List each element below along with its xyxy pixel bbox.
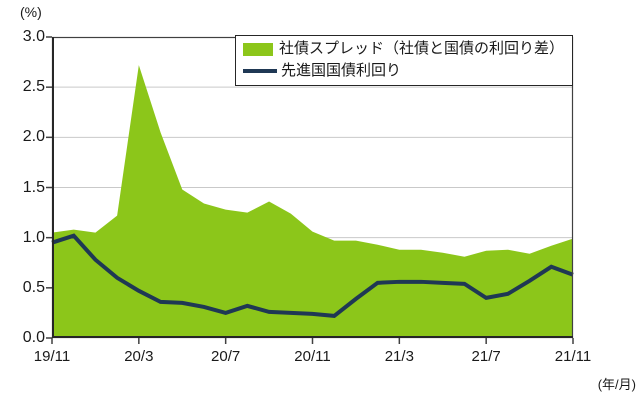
x-tick-label: 21/3: [384, 348, 414, 365]
plot-area: [46, 36, 574, 344]
x-tick-label: 21/11: [554, 348, 592, 365]
y-tick-label: 0.5: [22, 278, 45, 296]
y-tick-label: 3.0: [22, 28, 45, 45]
x-tick-label: 20/11: [294, 348, 331, 365]
line-series-yield: [51, 233, 574, 318]
legend-area-label: 社債スプレッド（社債と国債の利回り差）: [278, 40, 564, 57]
y-tick-label: 2.5: [22, 78, 45, 96]
legend-item-area: 社債スプレッド（社債と国債の利回り差）: [242, 38, 564, 60]
legend-item-line: 先進国国債利回り: [242, 60, 564, 82]
area-swatch: [242, 42, 273, 56]
x-tick-label: 21/7: [471, 348, 501, 365]
legend-line-label: 先進国国債利回り: [280, 62, 401, 79]
legend: 社債スプレッド（社債と国債の利回り差） 先進国国債利回り: [234, 35, 573, 86]
x-tick-label: 19/11: [33, 348, 71, 365]
y-tick-label: 0.0: [22, 329, 45, 346]
y-tick-label: 1.0: [22, 228, 45, 246]
line-swatch: [242, 69, 277, 73]
y-tick-label: 2.0: [22, 128, 45, 146]
y-axis-unit-label: (%): [20, 4, 42, 20]
x-tick-label: 20/3: [124, 348, 154, 365]
y-tick-label: 1.5: [22, 178, 45, 196]
area-series-spread: [52, 65, 573, 339]
x-axis-unit-label: (年/月): [597, 377, 636, 392]
x-tick-label: 20/7: [211, 348, 241, 365]
